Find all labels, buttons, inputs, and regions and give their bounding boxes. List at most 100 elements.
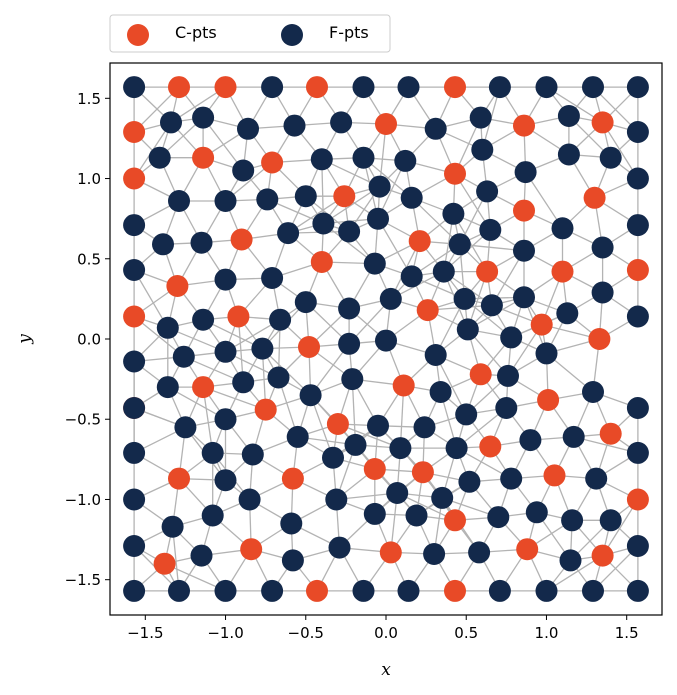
y-tick-label: 0.0 <box>77 331 101 349</box>
f-pt-marker <box>261 267 284 289</box>
f-pt-marker <box>192 308 215 331</box>
f-pt-marker <box>148 146 171 169</box>
f-pt-marker <box>172 345 195 368</box>
legend-label-c-pts: C-pts <box>175 23 217 42</box>
f-pt-marker <box>562 425 585 448</box>
f-pt-marker <box>123 259 146 281</box>
f-pt-marker <box>442 202 465 225</box>
f-pt-marker <box>488 76 511 99</box>
f-pt-marker <box>626 305 649 328</box>
c-pt-marker <box>227 305 250 328</box>
f-pt-marker <box>338 332 361 355</box>
f-pt-marker <box>123 488 146 511</box>
c-pt-marker <box>599 422 622 445</box>
f-pt-marker <box>232 371 255 394</box>
c-pt-marker <box>123 167 146 190</box>
f-pt-marker <box>310 148 333 171</box>
c-pt-marker <box>326 413 349 435</box>
c-pt-marker <box>153 552 176 575</box>
f-pt-marker <box>341 368 364 391</box>
mesh-edge <box>377 218 413 277</box>
y-tick-label: −1.5 <box>65 571 101 589</box>
f-pt-marker <box>269 308 292 331</box>
f-pt-marker <box>190 544 213 567</box>
x-tick-label: 1.5 <box>615 624 639 642</box>
f-pt-marker <box>379 287 402 310</box>
f-pt-marker <box>123 397 146 419</box>
f-pt-marker <box>123 214 146 237</box>
c-pt-marker <box>310 251 333 273</box>
f-pt-marker <box>190 231 213 254</box>
c-pt-marker <box>588 328 611 350</box>
c-pt-marker <box>583 186 606 209</box>
x-tick-label: 0.0 <box>374 624 398 642</box>
f-pt-marker <box>367 207 389 230</box>
f-pt-marker <box>525 501 548 524</box>
c-pt-marker <box>363 458 386 480</box>
mesh-edge <box>309 394 334 458</box>
f-pt-marker <box>201 504 224 527</box>
c-pt-marker <box>123 121 146 143</box>
c-pt-marker <box>537 389 560 411</box>
f-pt-marker <box>626 397 649 419</box>
f-pt-marker <box>256 188 279 211</box>
c-pt-marker <box>591 111 614 134</box>
f-pt-marker <box>214 469 237 492</box>
f-pt-marker <box>368 175 391 198</box>
f-pt-marker <box>582 579 604 602</box>
c-pt-marker <box>416 299 439 322</box>
f-pt-marker <box>214 268 237 291</box>
f-pt-marker <box>400 265 423 288</box>
mesh-edge <box>167 386 226 420</box>
f-pt-marker <box>283 114 306 137</box>
f-pt-marker <box>582 76 604 99</box>
mesh-points <box>123 76 649 602</box>
f-pt-marker <box>495 397 518 419</box>
c-pt-marker <box>513 114 535 137</box>
f-pt-marker <box>500 326 523 349</box>
c-pt-marker <box>408 230 431 253</box>
c-pt-marker <box>551 260 574 283</box>
f-pt-marker <box>445 437 468 460</box>
mesh-edge <box>411 197 461 245</box>
c-pt-marker <box>281 467 304 490</box>
f-pt-marker <box>156 376 179 399</box>
f-pt-marker <box>500 467 523 490</box>
c-pt-marker <box>444 509 466 532</box>
f-pt-marker <box>497 364 519 387</box>
f-pt-marker <box>423 543 446 565</box>
c-pt-marker <box>192 376 215 399</box>
f-pt-marker <box>123 350 146 373</box>
f-pt-marker <box>241 443 264 466</box>
f-pt-marker <box>281 549 304 572</box>
mesh-edge <box>454 173 491 231</box>
y-tick-label: 1.0 <box>77 170 101 188</box>
f-pt-marker <box>214 340 237 363</box>
c-pt-marker <box>375 113 397 135</box>
y-tick-label: 0.5 <box>77 250 101 268</box>
c-pt-marker <box>626 259 649 281</box>
f-pt-marker <box>386 482 409 504</box>
mesh-edge <box>435 354 467 415</box>
f-pt-marker <box>201 441 224 464</box>
c-pt-marker <box>306 579 328 602</box>
f-pt-marker <box>394 149 417 172</box>
c-pt-marker <box>543 464 566 487</box>
f-pt-marker <box>397 579 420 602</box>
c-pt-marker <box>476 260 499 283</box>
f-pt-marker <box>626 214 649 237</box>
c-pt-marker <box>298 336 320 358</box>
f-pt-marker <box>237 117 259 140</box>
mesh-edge <box>202 117 244 171</box>
f-pt-marker <box>322 446 344 469</box>
f-pt-marker <box>251 337 274 360</box>
mesh-edge <box>525 171 564 229</box>
mesh-edge <box>602 122 639 179</box>
y-tick-label: −0.5 <box>65 411 101 429</box>
f-pt-marker <box>397 76 420 99</box>
f-pt-marker <box>599 146 622 169</box>
f-pt-marker <box>294 185 317 208</box>
f-pt-marker <box>389 437 412 460</box>
f-pt-marker <box>299 384 322 407</box>
f-pt-marker <box>413 416 436 439</box>
